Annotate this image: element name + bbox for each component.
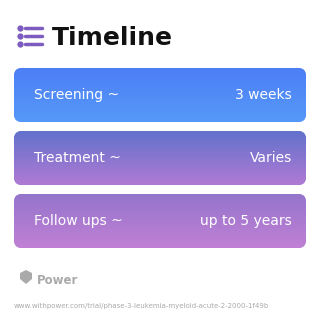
- FancyBboxPatch shape: [14, 194, 306, 248]
- Text: Screening ~: Screening ~: [34, 88, 119, 102]
- Text: Follow ups ~: Follow ups ~: [34, 214, 123, 228]
- Text: Varies: Varies: [250, 151, 292, 165]
- Text: 3 weeks: 3 weeks: [235, 88, 292, 102]
- Text: up to 5 years: up to 5 years: [200, 214, 292, 228]
- Text: www.withpower.com/trial/phase-3-leukemia-myeloid-acute-2-2000-1f49b: www.withpower.com/trial/phase-3-leukemia…: [14, 303, 269, 309]
- Polygon shape: [20, 270, 32, 284]
- Text: Timeline: Timeline: [52, 26, 173, 50]
- FancyBboxPatch shape: [14, 131, 306, 185]
- Text: Treatment ~: Treatment ~: [34, 151, 121, 165]
- Text: Power: Power: [37, 273, 78, 286]
- FancyBboxPatch shape: [14, 68, 306, 122]
